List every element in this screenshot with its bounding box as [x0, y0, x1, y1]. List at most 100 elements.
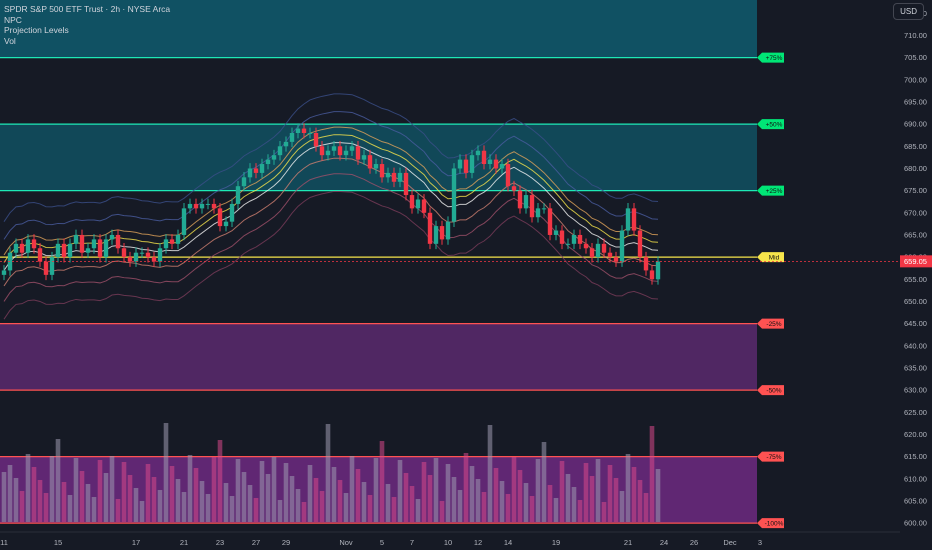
y-tick-label: 645.00: [904, 319, 927, 328]
candle: [481, 150, 487, 165]
last-price-label: 659.05: [904, 257, 927, 266]
volume-bar: [511, 457, 517, 522]
volume-bar: [487, 425, 493, 522]
candle: [403, 172, 409, 196]
level-tag-label: -50%: [766, 388, 781, 395]
candle: [151, 257, 157, 262]
volume-bar: [349, 456, 355, 522]
candle: [457, 159, 463, 169]
candle: [433, 226, 439, 244]
y-tick-label: 655.00: [904, 275, 927, 284]
candle: [301, 128, 307, 133]
x-tick-label: 21: [180, 538, 188, 547]
candle: [157, 248, 163, 262]
x-tick-label: Dec: [723, 538, 737, 547]
candle: [535, 208, 541, 218]
volume-bar: [13, 478, 19, 522]
candle: [487, 159, 493, 165]
candle: [235, 186, 241, 204]
candle: [85, 248, 91, 253]
volume-bar: [43, 493, 49, 522]
indicator-npc[interactable]: NPC: [4, 14, 22, 25]
level-tag-label: Mid: [769, 255, 780, 262]
candle: [193, 203, 199, 209]
volume-bar: [637, 480, 643, 522]
volume-bar: [337, 480, 343, 522]
volume-bar: [559, 461, 565, 522]
volume-bar: [415, 499, 421, 522]
candle: [577, 234, 583, 244]
candle: [325, 150, 331, 156]
candle: [409, 195, 415, 209]
candle: [175, 234, 181, 244]
volume-bar: [595, 459, 601, 522]
volume-bar: [1, 472, 7, 522]
candle: [529, 195, 535, 218]
volume-bar: [427, 475, 433, 522]
level-tag: [757, 318, 784, 329]
candle: [121, 248, 127, 258]
volume-bar: [25, 454, 31, 522]
candle: [205, 203, 211, 205]
candle: [319, 146, 325, 156]
x-tick-label: 24: [660, 538, 668, 547]
candle: [643, 257, 649, 271]
candle: [253, 168, 259, 173]
candle: [493, 159, 499, 169]
candle: [169, 239, 175, 244]
candle: [571, 234, 577, 244]
y-tick-label: 710.00: [904, 31, 927, 40]
volume-bar: [355, 469, 361, 522]
candle: [553, 230, 559, 235]
y-tick-label: 635.00: [904, 364, 927, 373]
volume-bar: [505, 494, 511, 522]
candle: [199, 203, 205, 209]
indicator-volume[interactable]: Vol: [4, 35, 16, 46]
volume-bar: [439, 501, 445, 522]
x-tick-label: 3: [758, 538, 762, 547]
candle: [517, 190, 523, 209]
volume-bar: [241, 472, 247, 522]
volume-bar: [421, 462, 427, 522]
candle: [619, 230, 625, 262]
x-tick-label: 15: [54, 538, 62, 547]
candle: [559, 230, 565, 244]
volume-bar: [385, 484, 391, 522]
candle: [637, 230, 643, 258]
volume-bar: [175, 479, 181, 522]
y-tick-label: 615.00: [904, 452, 927, 461]
zone-lower-mid: [0, 323, 757, 391]
volume-bar: [229, 496, 235, 522]
volume-bar: [529, 496, 535, 522]
indicator-projection-levels[interactable]: Projection Levels: [4, 25, 69, 35]
level-tag: [757, 451, 784, 462]
volume-bar: [589, 476, 595, 522]
candle: [223, 221, 229, 227]
x-tick-label: 27: [252, 538, 260, 547]
symbol-title[interactable]: SPDR S&P 500 ETF Trust · 2h · NYSE Arca: [4, 4, 171, 14]
x-tick-label: 23: [216, 538, 224, 547]
candle: [589, 248, 595, 258]
volume-bar: [601, 502, 607, 522]
candle: [103, 239, 109, 258]
volume-bar: [283, 463, 289, 522]
y-tick-label: 625.00: [904, 408, 927, 417]
candle: [25, 239, 31, 253]
candle: [421, 199, 427, 213]
volume-bar: [163, 423, 169, 522]
currency-button[interactable]: USD: [893, 3, 924, 20]
ma-band: [3, 190, 659, 320]
volume-bar: [277, 500, 283, 522]
candle: [217, 208, 223, 227]
x-tick-label: 29: [282, 538, 290, 547]
level-tag-label: -25%: [766, 321, 781, 328]
x-tick-label: Nov: [339, 538, 353, 547]
volume-bar: [235, 459, 241, 522]
candle: [19, 243, 25, 253]
volume-bar: [205, 494, 211, 522]
volume-bar: [73, 458, 79, 522]
volume-bar: [325, 424, 331, 522]
candle: [241, 177, 247, 187]
volume-bar: [211, 457, 217, 522]
